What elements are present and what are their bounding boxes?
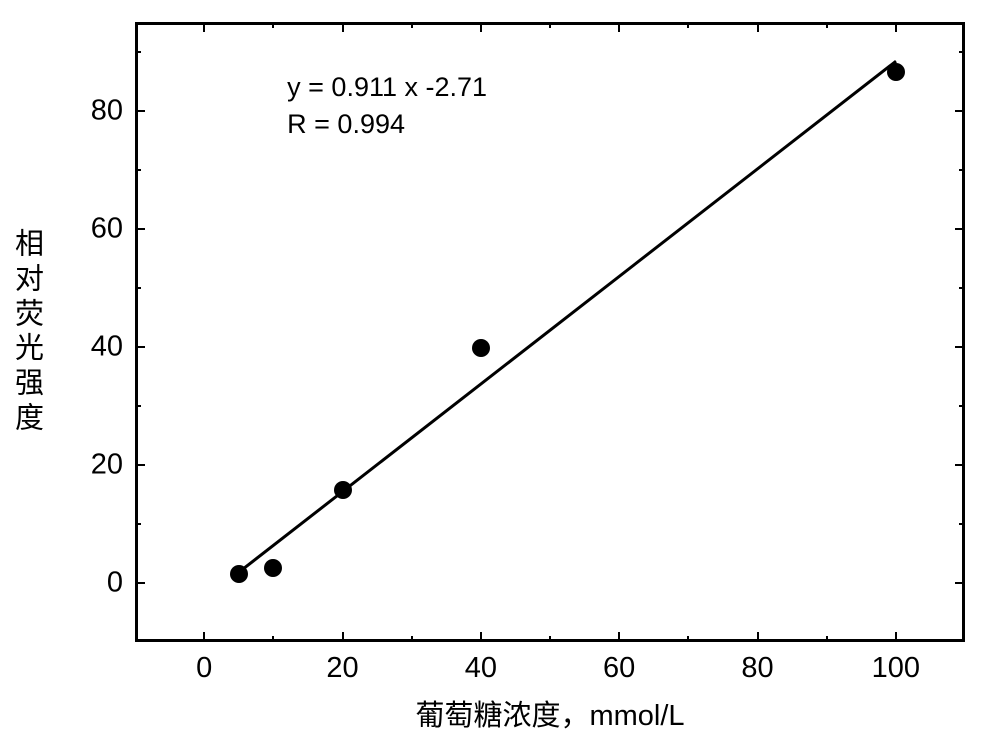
y-tick-major xyxy=(135,464,145,466)
y-axis-label-char: 度 xyxy=(15,402,44,437)
y-axis-label: 相对荧光强度 xyxy=(15,228,44,437)
y-tick-major-right xyxy=(955,228,965,230)
x-tick-minor xyxy=(826,636,828,642)
y-tick-label: 60 xyxy=(91,212,123,245)
y-tick-major xyxy=(135,228,145,230)
x-tick-label: 80 xyxy=(741,652,773,685)
plot-area xyxy=(135,22,965,642)
y-tick-major-right xyxy=(955,464,965,466)
x-tick-label: 40 xyxy=(465,652,497,685)
x-tick-minor xyxy=(411,636,413,642)
x-tick-major-top xyxy=(895,22,897,32)
data-point xyxy=(472,339,490,357)
y-tick-minor-right xyxy=(959,523,965,525)
x-axis-label: 葡萄糖浓度，mmol/L xyxy=(415,692,684,734)
y-axis-label-char: 强 xyxy=(15,367,44,402)
x-tick-label: 100 xyxy=(872,652,920,685)
x-tick-minor xyxy=(549,636,551,642)
y-tick-minor-right xyxy=(959,405,965,407)
x-tick-major-top xyxy=(618,22,620,32)
x-tick-minor-top xyxy=(272,22,274,28)
regression-annotation: y = 0.911 x -2.71 R = 0.994 xyxy=(287,69,487,142)
x-tick-major xyxy=(757,632,759,642)
data-point xyxy=(264,559,282,577)
x-tick-major-top xyxy=(203,22,205,32)
y-tick-minor xyxy=(135,523,141,525)
x-tick-major xyxy=(618,632,620,642)
y-tick-minor xyxy=(135,405,141,407)
y-tick-major xyxy=(135,346,145,348)
x-tick-label: 0 xyxy=(196,652,212,685)
y-tick-minor-right xyxy=(959,287,965,289)
x-tick-label: 20 xyxy=(326,652,358,685)
chart-container: 0 20 40 60 80 100 0 20 40 60 80 葡萄糖浓度，mmol/L 相对荧光强… xyxy=(0,0,1000,749)
x-tick-minor-top xyxy=(411,22,413,28)
y-axis-label-char: 荧 xyxy=(15,297,44,332)
y-tick-major xyxy=(135,582,145,584)
x-tick-major xyxy=(480,632,482,642)
x-tick-minor-top xyxy=(687,22,689,28)
x-tick-label: 60 xyxy=(603,652,635,685)
y-tick-major-right xyxy=(955,582,965,584)
y-tick-minor-right xyxy=(959,51,965,53)
y-tick-label: 80 xyxy=(91,94,123,127)
y-tick-major-right xyxy=(955,110,965,112)
x-tick-minor-top xyxy=(549,22,551,28)
x-tick-major xyxy=(342,632,344,642)
y-axis-label-char: 相 xyxy=(15,228,44,263)
y-axis-label-char: 对 xyxy=(15,262,44,297)
y-tick-major xyxy=(135,110,145,112)
y-tick-major-right xyxy=(955,346,965,348)
y-tick-minor xyxy=(135,287,141,289)
y-tick-label: 0 xyxy=(107,566,123,599)
x-tick-major xyxy=(895,632,897,642)
x-tick-minor-top xyxy=(826,22,828,28)
y-tick-minor xyxy=(135,51,141,53)
x-tick-minor xyxy=(272,636,274,642)
y-tick-minor xyxy=(135,169,141,171)
y-tick-label: 40 xyxy=(91,330,123,363)
x-tick-minor xyxy=(687,636,689,642)
x-tick-major-top xyxy=(757,22,759,32)
x-tick-major xyxy=(203,632,205,642)
y-tick-minor-right xyxy=(959,169,965,171)
y-axis-label-char: 光 xyxy=(15,332,44,367)
x-tick-major-top xyxy=(480,22,482,32)
y-tick-label: 20 xyxy=(91,448,123,481)
x-tick-major-top xyxy=(342,22,344,32)
